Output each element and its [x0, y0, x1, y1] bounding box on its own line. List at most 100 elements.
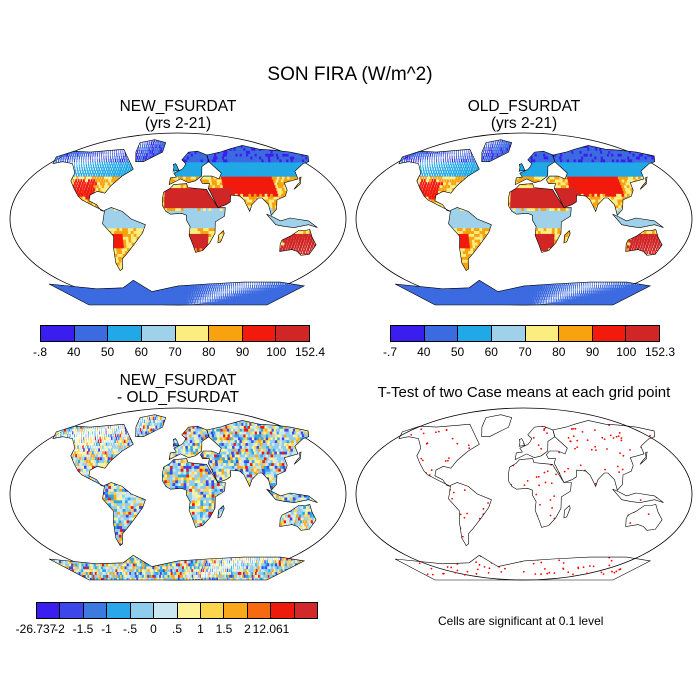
coastline-australia	[625, 504, 663, 531]
colorbar-tick-label: 50	[451, 345, 464, 359]
colorbar-swatch	[200, 603, 225, 618]
colorbar-tick-label: 60	[485, 345, 498, 359]
colorbar-swatch	[424, 326, 459, 341]
colorbar-tick-label: 1	[197, 622, 204, 636]
coastline-uk	[518, 438, 526, 447]
colorbar-tick-label: -.7	[383, 345, 397, 359]
colorbar-tick-label: 70	[518, 345, 531, 359]
colorbar-tick-label: 2	[244, 622, 251, 636]
colorbar-diff	[36, 602, 318, 619]
colorbar-swatch	[41, 326, 75, 341]
coastline-indonesia	[612, 488, 664, 503]
colorbar-swatch	[525, 326, 560, 341]
coastline-madagascar	[563, 229, 571, 244]
coastline-europe	[168, 425, 210, 461]
coastline-uk	[172, 438, 180, 447]
coastline-uk	[172, 163, 180, 172]
coastline-antarctica	[394, 279, 652, 306]
colorbar-tick-label: 40	[417, 345, 430, 359]
colorbar-swatch	[491, 326, 526, 341]
colorbar-old	[390, 325, 660, 342]
coastline-africa	[161, 458, 226, 528]
coastline-madagascar	[217, 229, 225, 244]
coastline-asia	[546, 145, 656, 216]
panel-diff-title-line1: NEW_FSURDAT	[8, 372, 348, 389]
colorbar-swatch	[391, 326, 425, 341]
colorbar-swatch	[108, 326, 142, 341]
coastline-europe	[514, 150, 556, 186]
map-old	[355, 132, 693, 306]
coastline-europe	[514, 425, 556, 461]
colorbar-tick-label: 100	[616, 345, 636, 359]
coastline-northAmerica	[52, 423, 134, 487]
map-new	[9, 132, 347, 306]
colorbar-tick-label: 80	[552, 345, 565, 359]
colorbar-tick-label: 50	[101, 345, 114, 359]
colorbar-swatch	[224, 603, 248, 618]
coastline-japan	[639, 451, 648, 465]
coastline-greenland	[481, 139, 513, 162]
coastline-northAmerica	[398, 423, 480, 487]
colorbar-tick-label: -26.737	[16, 622, 57, 636]
coastline-asia	[200, 145, 310, 216]
colorbar-swatch	[37, 603, 61, 618]
colorbar-tick-label: 152.3	[645, 345, 675, 359]
coastline-africa	[507, 458, 572, 528]
colorbar-tick-label: -.8	[33, 345, 47, 359]
colorbar-tick-label: -1	[101, 622, 112, 636]
panel-old-title: OLD_FSURDAT (yrs 2-21)	[354, 98, 694, 132]
coastline-uk	[518, 163, 526, 172]
map-ttest	[355, 407, 693, 581]
coastline-japan	[293, 451, 302, 465]
figure-title: SON FIRA (W/m^2)	[0, 64, 700, 86]
colorbar-swatch	[271, 603, 295, 618]
coastline-madagascar	[217, 504, 225, 519]
coastline-africa	[161, 183, 226, 253]
colorbar-diff-labels: -26.737 -2 -1.5 -1 -.5 0 .5 1 1.5 2 12.061	[16, 622, 318, 638]
colorbar-tick-label: .5	[172, 622, 182, 636]
panel-diff-title-line2: - OLD_FSURDAT	[8, 389, 348, 406]
panel-old-title-line1: OLD_FSURDAT	[354, 98, 694, 115]
colorbar-swatch	[294, 603, 318, 618]
panel-ttest-title: T-Test of two Case means at each grid po…	[344, 384, 700, 401]
coastline-northAmerica	[398, 148, 480, 212]
colorbar-swatch	[154, 603, 178, 618]
colorbar-swatch	[592, 326, 627, 341]
coastline-greenland	[481, 414, 513, 437]
colorbar-tick-label: 152.4	[295, 345, 325, 359]
colorbar-tick-label: 1.5	[216, 622, 233, 636]
colorbar-swatch	[242, 326, 277, 341]
ttest-note: Cells are significant at 0.1 level	[438, 614, 603, 628]
colorbar-tick-label: 60	[135, 345, 148, 359]
colorbar-swatch	[209, 326, 243, 341]
colorbar-swatch	[559, 326, 593, 341]
coastline-antarctica	[48, 279, 306, 306]
panel-new-title-line2: (yrs 2-21)	[8, 115, 348, 132]
colorbar-swatch	[175, 326, 210, 341]
colorbar-swatch	[626, 326, 659, 341]
colorbar-new-labels: -.8 40 50 60 70 80 90 100 152.4	[33, 345, 325, 361]
colorbar-swatch	[74, 326, 109, 341]
colorbar-tick-label: 12.061	[253, 622, 290, 636]
colorbar-swatch	[60, 603, 84, 618]
coastline-madagascar	[563, 504, 571, 519]
coastline-southAmerica	[102, 482, 146, 547]
coastline-northAmerica	[52, 148, 134, 212]
panel-new-title: NEW_FSURDAT (yrs 2-21)	[8, 98, 348, 132]
coastline-australia	[279, 229, 317, 256]
colorbar-tick-label: 100	[266, 345, 286, 359]
colorbar-swatch	[107, 603, 131, 618]
colorbar-swatch	[83, 603, 108, 618]
panel-old-title-line2: (yrs 2-21)	[354, 115, 694, 132]
coastline-asia	[200, 420, 310, 491]
coastline-southAmerica	[448, 207, 492, 272]
colorbar-swatch	[177, 603, 201, 618]
coastline-japan	[639, 176, 648, 190]
coastline-australia	[625, 229, 663, 256]
coastline-asia	[546, 420, 656, 491]
colorbar-swatch	[247, 603, 272, 618]
map-diff	[9, 407, 347, 581]
coastline-europe	[168, 150, 210, 186]
coastline-indonesia	[266, 488, 318, 503]
colorbar-tick-label: 40	[67, 345, 80, 359]
